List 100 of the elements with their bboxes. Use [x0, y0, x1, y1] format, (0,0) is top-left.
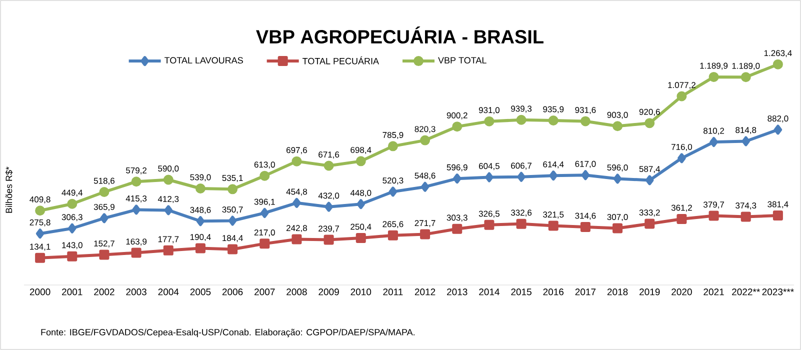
point — [164, 205, 173, 216]
point — [228, 216, 237, 226]
x-tick-label: 2001 — [62, 288, 82, 296]
data-label: 314,6 — [575, 212, 596, 220]
point — [388, 186, 398, 197]
x-tick-label: 2003 — [126, 288, 146, 296]
data-label: 409,8 — [30, 196, 50, 204]
data-label: 697,6 — [286, 147, 307, 154]
x-tick-label: 2017 — [575, 288, 596, 296]
point — [708, 210, 719, 221]
data-label: 931,6 — [575, 106, 596, 114]
data-label: 448,0 — [350, 190, 372, 197]
data-label: 152,7 — [94, 240, 114, 248]
point — [131, 248, 142, 258]
x-tick-label: 2012 — [414, 288, 436, 296]
point — [420, 229, 430, 240]
point — [67, 251, 78, 262]
x-tick-label: 2008 — [286, 288, 307, 296]
point — [228, 244, 238, 254]
point — [260, 170, 270, 181]
point — [99, 186, 110, 197]
data-label: 275,8 — [30, 219, 50, 226]
point — [676, 214, 687, 224]
data-label: 520,3 — [382, 177, 404, 184]
data-label: 454,8 — [286, 188, 307, 196]
point — [388, 230, 398, 240]
point — [100, 213, 108, 224]
x-tick-label: 2013 — [447, 288, 468, 296]
x-tick-label: 2014 — [479, 288, 500, 296]
data-label: 415,3 — [126, 195, 147, 202]
data-label: 242,8 — [286, 225, 307, 232]
data-label: 271,7 — [414, 220, 436, 228]
x-tick-label: 2016 — [543, 288, 564, 296]
point — [35, 252, 46, 263]
data-label: 920,6 — [639, 108, 660, 116]
data-label: 518,6 — [94, 178, 114, 185]
data-label: 814,8 — [736, 127, 756, 134]
data-label: 326,5 — [478, 210, 500, 218]
legend-label: VBP TOTAL — [438, 57, 486, 64]
point — [132, 204, 140, 215]
point — [548, 115, 558, 126]
data-label: 614,4 — [543, 161, 564, 168]
data-label: 587,4 — [639, 166, 660, 173]
x-tick-label: 2023*** — [762, 288, 794, 296]
point — [580, 222, 590, 232]
data-label: 539,0 — [190, 174, 211, 182]
point — [324, 202, 333, 212]
data-label: 333,2 — [639, 210, 660, 217]
point — [612, 121, 623, 132]
data-label: 935,9 — [543, 106, 564, 114]
legend-label: TOTAL LAVOURAS — [164, 57, 243, 64]
data-label: 579,2 — [126, 167, 147, 174]
point — [68, 223, 76, 234]
x-tick-label: 2011 — [383, 288, 403, 296]
x-tick-label: 2006 — [222, 288, 243, 296]
point — [99, 250, 110, 260]
point — [195, 243, 206, 254]
point — [36, 228, 44, 239]
point — [452, 122, 462, 132]
data-label: 190,4 — [190, 234, 211, 242]
point — [774, 124, 782, 135]
point — [388, 141, 398, 152]
source-note: Fonte: IBGE/FGVDADOS/Cepea-Esalq-USP/Conab. Elaboração: CGPOP/DAEP/SPA/MAPA. — [41, 328, 415, 338]
data-label: 596,9 — [446, 164, 468, 172]
point — [35, 206, 46, 216]
point — [324, 234, 334, 245]
point — [485, 172, 494, 182]
data-label: 396,1 — [254, 198, 275, 206]
data-label: 548,6 — [414, 172, 436, 180]
x-tick-label: 2007 — [254, 288, 275, 296]
data-label: 217,0 — [254, 229, 275, 236]
data-label: 250,4 — [350, 224, 372, 231]
point — [708, 72, 719, 82]
point — [678, 153, 686, 164]
point — [420, 135, 430, 146]
data-label: 306,3 — [62, 214, 82, 222]
point — [452, 224, 462, 234]
x-tick-label: 2005 — [190, 288, 211, 296]
data-label: 1.263,4 — [764, 50, 792, 58]
point — [163, 174, 174, 185]
data-label: 716,0 — [672, 144, 692, 151]
point — [196, 216, 205, 226]
x-tick-label: 2000 — [30, 288, 50, 296]
data-label: 903,0 — [607, 112, 628, 119]
point — [581, 170, 590, 180]
point — [772, 210, 783, 221]
point — [67, 198, 78, 209]
data-label: 348,6 — [190, 206, 211, 214]
x-tick-label: 2020 — [672, 288, 692, 296]
point — [644, 118, 655, 128]
data-label: 698,4 — [350, 146, 372, 154]
point — [549, 170, 558, 181]
data-label: 785,9 — [382, 132, 404, 139]
data-label: 163,9 — [126, 238, 147, 246]
data-label: 820,3 — [414, 126, 436, 134]
y-axis-title: Bilhões R$* — [5, 166, 13, 213]
point — [516, 114, 526, 125]
point — [356, 199, 366, 210]
x-tick-label: 2004 — [158, 288, 179, 296]
data-label: 606,7 — [511, 162, 532, 170]
